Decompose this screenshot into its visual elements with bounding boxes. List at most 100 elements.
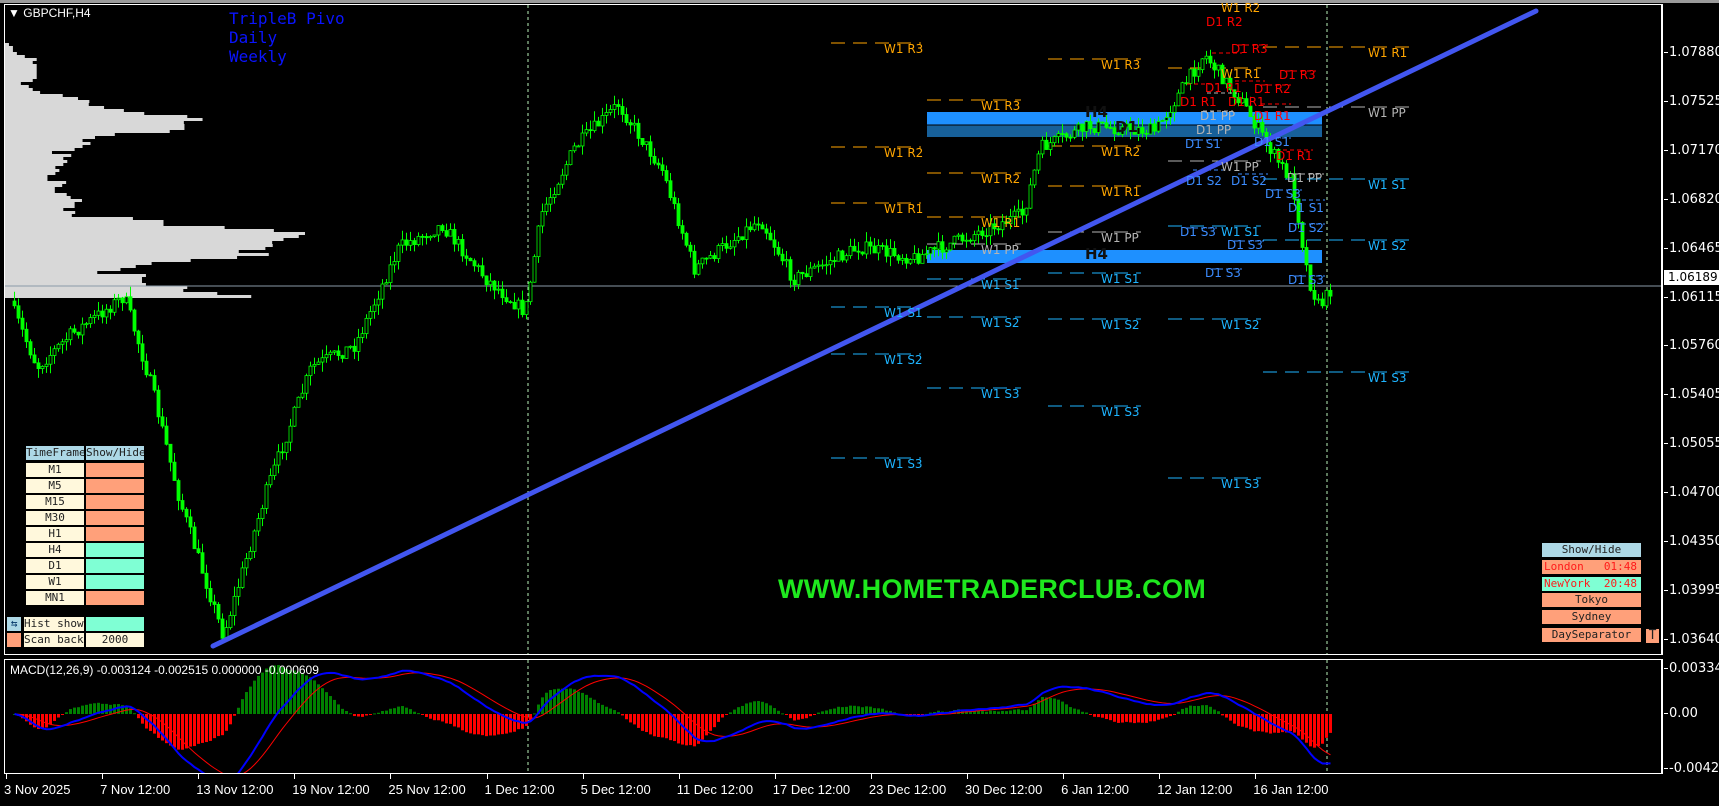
candle	[688, 241, 693, 258]
hist-show-toggle[interactable]	[86, 617, 144, 631]
weekly-pivot-label: W1 R2	[1101, 145, 1141, 159]
candle	[1224, 77, 1229, 89]
t-button[interactable]: T	[1646, 629, 1659, 643]
candle	[532, 254, 537, 283]
candle	[496, 280, 501, 295]
tf-toggle-w1[interactable]	[86, 575, 144, 589]
tf-toggle-m5[interactable]	[86, 479, 144, 493]
tf-toggle-h4[interactable]	[86, 543, 144, 557]
scan-back-icon[interactable]	[7, 633, 21, 647]
price-label: 1.06115	[1669, 289, 1719, 305]
volume-profile-bar	[5, 94, 63, 97]
candle	[260, 504, 265, 527]
daily-pivot-label: D1 S2	[1186, 174, 1222, 188]
macd-histogram-bar	[1205, 705, 1208, 714]
show-hide-header: Show/Hide	[86, 446, 144, 460]
candle	[656, 158, 661, 169]
macd-histogram-bar	[1329, 714, 1332, 733]
macd-histogram-bar	[45, 714, 48, 728]
triangle-down-icon[interactable]: ▼	[8, 6, 20, 20]
candle	[36, 358, 41, 378]
time-label: 6 Jan 12:00	[1061, 782, 1130, 797]
day-separator-button[interactable]: DaySeparator	[1542, 628, 1641, 642]
macd-histogram-bar	[193, 714, 196, 747]
candle	[744, 218, 749, 249]
candle	[284, 441, 289, 461]
candle	[804, 265, 809, 278]
macd-histogram-bar	[1193, 705, 1196, 714]
session-name: NewYork	[1544, 576, 1591, 590]
candle	[740, 236, 745, 241]
candle	[1144, 129, 1149, 140]
candle	[1108, 121, 1113, 130]
candle	[120, 296, 125, 311]
scan-back-input[interactable]: 2000	[86, 633, 144, 647]
volume-profile-bar	[5, 229, 274, 232]
tf-toggle-mn1[interactable]	[86, 591, 144, 605]
candle	[1140, 119, 1145, 138]
volume-profile-bar	[5, 67, 37, 70]
trendline[interactable]	[210, 8, 1539, 649]
session-london-button[interactable]: London 01:48	[1542, 560, 1641, 574]
macd-histogram-bar	[1305, 714, 1308, 743]
tf-toggle-m30[interactable]	[86, 511, 144, 525]
candle	[488, 273, 493, 292]
candle	[500, 281, 505, 305]
tf-toggle-d1[interactable]	[86, 559, 144, 573]
session-show-hide-button[interactable]: Show/Hide	[1542, 543, 1641, 557]
session-tokyo-button[interactable]: Tokyo	[1542, 593, 1641, 607]
price-tick	[1664, 541, 1668, 542]
macd-histogram-bar	[441, 714, 444, 722]
macd-histogram-bar	[389, 708, 392, 714]
volume-profile-bar	[5, 259, 191, 262]
candle	[1212, 59, 1217, 79]
daily-pivot-label: D1 PP	[1196, 123, 1232, 137]
candle	[176, 478, 181, 511]
candle	[292, 405, 297, 427]
daily-pivot-label: D1 R1	[1254, 109, 1291, 123]
macd-histogram-bar	[617, 712, 620, 714]
price-label: 1.07170	[1669, 142, 1719, 158]
macd-histogram-bar	[857, 706, 860, 714]
indicator-weekly: Weekly	[229, 47, 287, 66]
macd-histogram-bar	[625, 714, 628, 720]
tf-toggle-m15[interactable]	[86, 495, 144, 509]
time-tick	[294, 774, 296, 779]
tf-toggle-m1[interactable]	[86, 463, 144, 477]
session-sydney-button[interactable]: Sydney	[1542, 609, 1641, 624]
hist-toggle-icon[interactable]: ⇆	[7, 617, 21, 631]
price-tick	[1664, 100, 1668, 102]
volume-profile-bar	[5, 214, 72, 217]
price-tick	[1664, 394, 1668, 396]
macd-histogram-bar	[61, 714, 64, 715]
volume-profile-bar	[5, 148, 75, 151]
volume-profile-bar	[5, 211, 76, 214]
volume-profile-bar	[5, 82, 21, 85]
candle	[1004, 215, 1009, 225]
candle	[576, 144, 581, 148]
tf-toggle-h1[interactable]	[86, 527, 144, 541]
macd-histogram-bar	[1001, 710, 1004, 714]
macd-histogram-bar	[245, 692, 248, 714]
candle	[568, 150, 573, 166]
macd-histogram-bar	[585, 694, 588, 714]
candle	[772, 230, 777, 256]
candle	[564, 160, 569, 181]
macd-axis-label: 0.003347	[1669, 661, 1719, 676]
macd-histogram-bar	[229, 714, 232, 725]
macd-histogram-bar	[105, 703, 108, 714]
candle	[588, 120, 593, 139]
candle	[716, 243, 721, 263]
main-chart[interactable]	[4, 4, 1663, 655]
macd-histogram-bar	[337, 704, 340, 714]
candle	[548, 187, 553, 212]
session-newyork-button[interactable]: NewYork 20:48	[1542, 576, 1641, 591]
volume-profile-bar	[5, 124, 185, 127]
macd-histogram-bar	[1245, 714, 1248, 728]
macd-histogram-bar	[1201, 705, 1204, 714]
macd-pane[interactable]	[4, 659, 1663, 774]
candle	[1000, 214, 1005, 238]
macd-histogram-bar	[185, 714, 188, 749]
macd-histogram-bar	[777, 710, 780, 714]
macd-histogram-bar	[385, 710, 388, 714]
